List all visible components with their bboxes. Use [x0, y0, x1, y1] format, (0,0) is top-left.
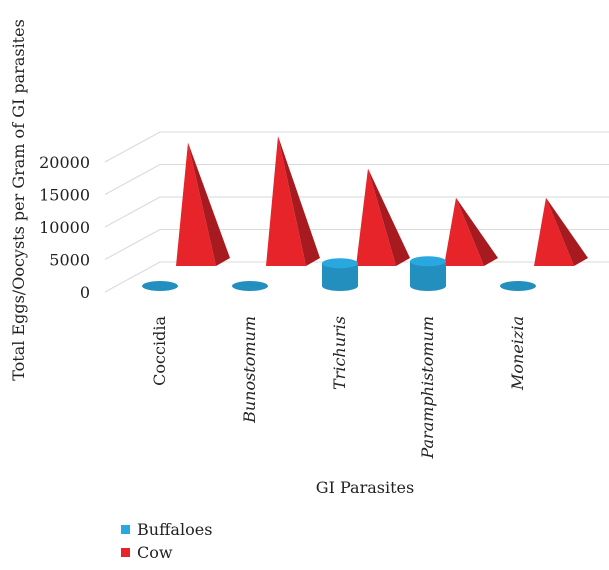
category-labels: Coccidia Bunostomum Trichuris Paramphistomu… [150, 316, 527, 460]
y-tick-label: 10000 [39, 218, 90, 237]
gridline [104, 131, 609, 163]
gridline [104, 164, 609, 195]
bar-cow [266, 136, 320, 266]
gridline [104, 196, 609, 228]
y-axis-title: Total Eggs/Oocysts per Gram of GI parasi… [9, 19, 28, 381]
y-tick-label: 15000 [39, 186, 90, 205]
legend-swatch [121, 548, 130, 557]
y-tick-label: 0 [80, 283, 90, 302]
bar-cow [176, 142, 230, 266]
y-tick-label: 20000 [39, 153, 90, 172]
legend-label: Buffaloes [137, 520, 212, 539]
x-tick-label: Trichuris [330, 316, 349, 390]
y-axis-ticks: 0 5000 10000 15000 20000 [39, 153, 90, 302]
bars [142, 136, 588, 291]
legend-swatch [121, 525, 130, 534]
x-axis-title: GI Parasites [316, 478, 414, 497]
bar-cow [444, 197, 498, 266]
x-tick-label: Coccidia [150, 316, 169, 386]
bar-buffaloes [322, 258, 358, 291]
legend-label: Cow [137, 543, 173, 562]
x-tick-label: Paramphistomum [418, 316, 437, 460]
bar-buffaloes [410, 256, 446, 291]
bar-cow [356, 168, 410, 266]
legend: Buffaloes Cow [121, 520, 212, 562]
bar-buffaloes [142, 281, 178, 291]
x-tick-label: Moneizia [508, 316, 527, 391]
x-tick-label: Bunostomum [240, 316, 259, 424]
bar-buffaloes [232, 281, 268, 291]
y-tick-label: 5000 [49, 251, 90, 270]
bar-buffaloes [500, 281, 536, 291]
bar-cow [534, 197, 588, 266]
